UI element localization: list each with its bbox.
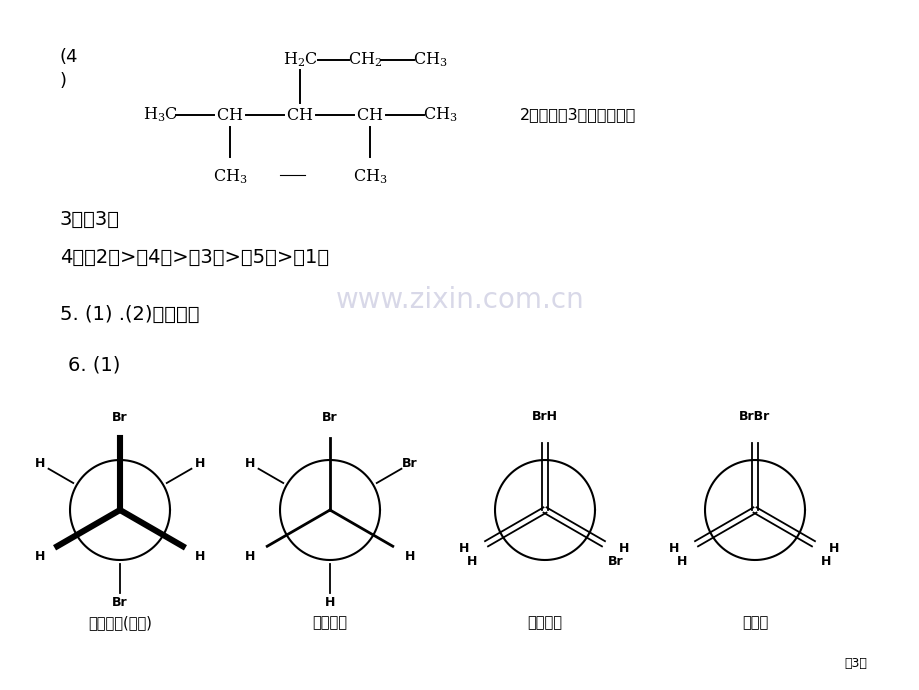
- Text: 部分重叠: 部分重叠: [527, 615, 562, 630]
- Text: H: H: [668, 542, 678, 555]
- Text: H: H: [324, 596, 335, 609]
- Text: 全重叠: 全重叠: [741, 615, 767, 630]
- Text: www.zixin.com.cn: www.zixin.com.cn: [335, 286, 584, 314]
- Text: H: H: [820, 555, 830, 569]
- Text: H: H: [35, 550, 45, 563]
- Text: $\mathregular{CH_3}$: $\mathregular{CH_3}$: [413, 50, 447, 70]
- Text: $\mathregular{CH}$: $\mathregular{CH}$: [216, 106, 244, 124]
- Text: $\mathregular{CH_2}$: $\mathregular{CH_2}$: [347, 50, 381, 70]
- Text: H: H: [618, 542, 629, 555]
- Text: ): ): [60, 72, 67, 90]
- Text: BrBr: BrBr: [739, 409, 770, 422]
- Text: H: H: [828, 542, 838, 555]
- Text: $\mathregular{H_2C}$: $\mathregular{H_2C}$: [282, 50, 317, 70]
- Text: H: H: [244, 550, 255, 563]
- Text: 对位交叉(优势): 对位交叉(优势): [88, 615, 152, 630]
- Text: Br: Br: [607, 555, 623, 569]
- Text: H: H: [467, 555, 477, 569]
- Text: Br: Br: [402, 457, 417, 471]
- Text: H: H: [459, 542, 469, 555]
- Text: 6. (1): 6. (1): [68, 355, 120, 374]
- Text: H: H: [35, 457, 45, 471]
- Text: Br: Br: [322, 411, 337, 424]
- Text: H: H: [195, 457, 205, 471]
- Text: $\mathregular{CH_3}$: $\mathregular{CH_3}$: [422, 106, 457, 124]
- Text: 3．（3）: 3．（3）: [60, 210, 119, 229]
- Text: $\mathregular{CH_3}$: $\mathregular{CH_3}$: [352, 167, 387, 186]
- Text: $\mathregular{CH}$: $\mathregular{CH}$: [286, 106, 313, 124]
- Text: $\mathregular{CH}$: $\mathregular{CH}$: [356, 106, 383, 124]
- Text: H: H: [195, 550, 205, 563]
- Text: (4: (4: [60, 48, 78, 66]
- Text: 5. (1) .(2)都是等同: 5. (1) .(2)都是等同: [60, 305, 199, 324]
- Text: H: H: [676, 555, 686, 569]
- Text: $\mathregular{H_3C}$: $\mathregular{H_3C}$: [142, 106, 177, 124]
- Text: Br: Br: [112, 411, 128, 424]
- Text: $\mathregular{CH_3}$: $\mathregular{CH_3}$: [212, 167, 247, 186]
- Text: 4．（2）>（4）>（3）>（5）>（1）: 4．（2）>（4）>（3）>（5）>（1）: [60, 248, 329, 267]
- Text: H: H: [404, 550, 414, 563]
- Text: H: H: [244, 457, 255, 471]
- Text: BrH: BrH: [531, 409, 558, 422]
- Text: 邻位交叉: 邻位交叉: [312, 615, 347, 630]
- Text: Br: Br: [112, 596, 128, 609]
- Text: 第3页: 第3页: [844, 657, 866, 670]
- Text: 2－甲基－3－异丙基己烷: 2－甲基－3－异丙基己烷: [519, 108, 636, 123]
